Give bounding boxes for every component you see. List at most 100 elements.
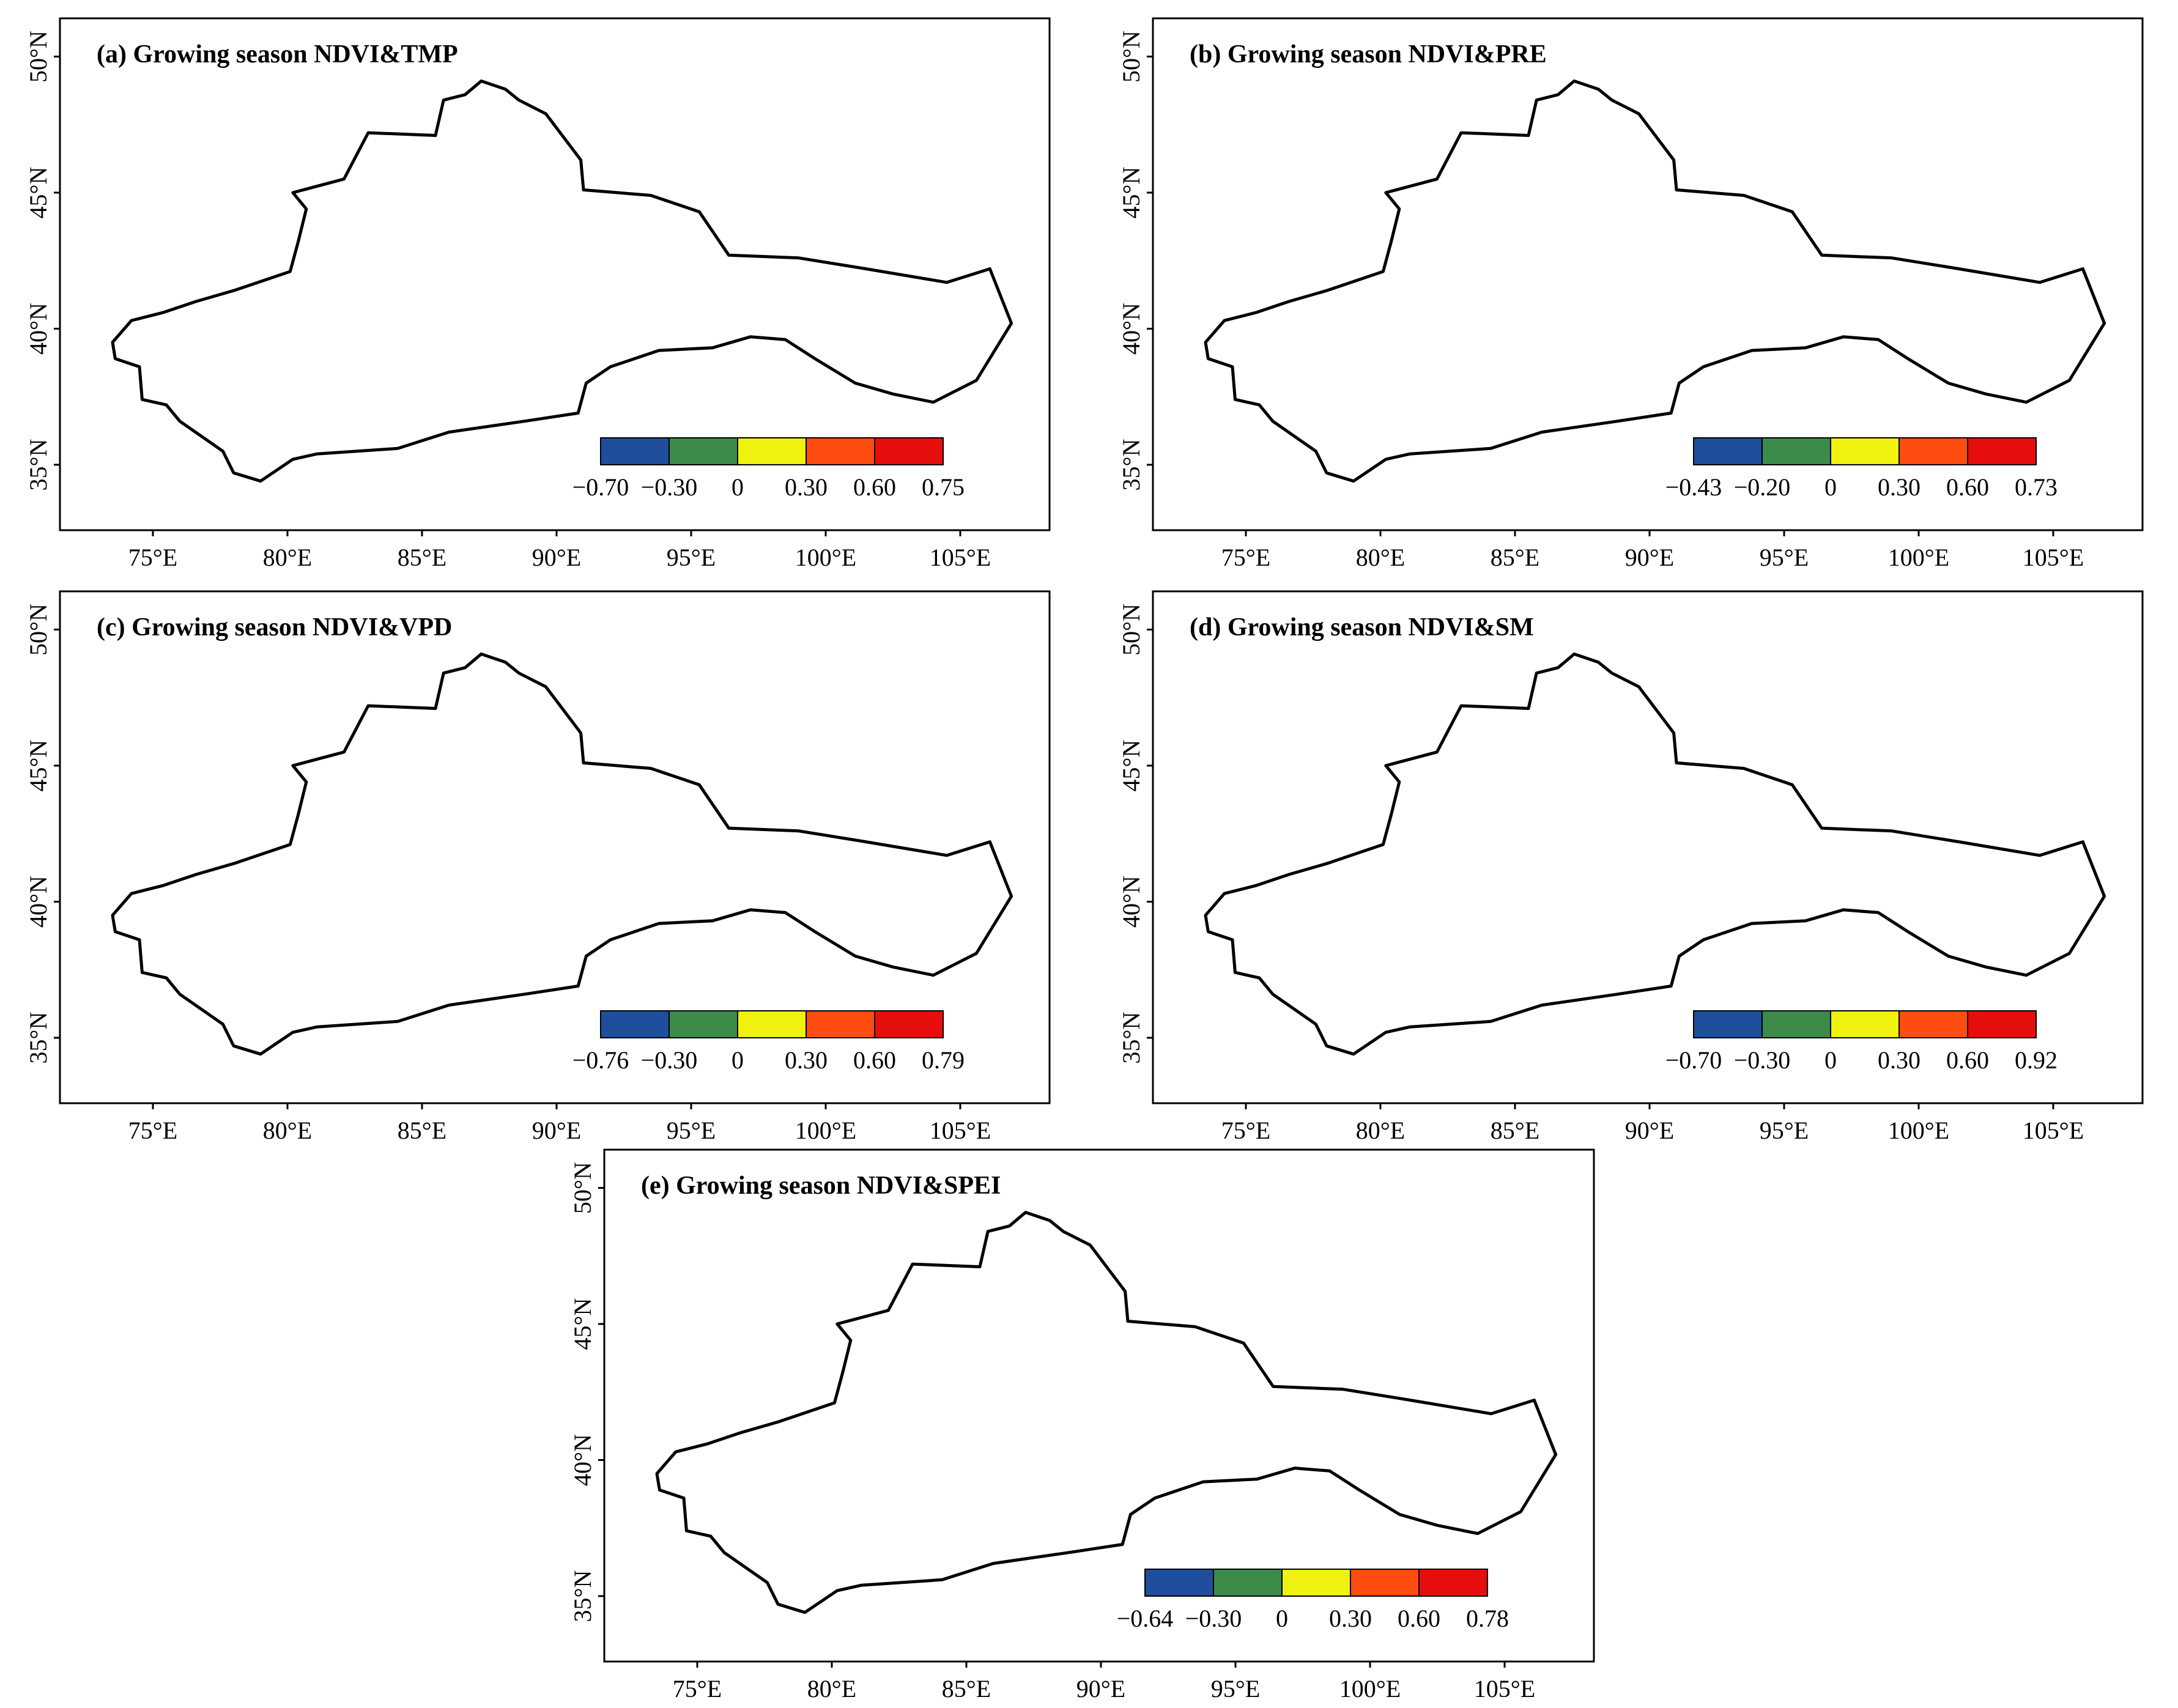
colorbar-swatch	[600, 437, 670, 465]
lon-tick-label: 100°E	[795, 544, 856, 571]
lon-tick-label: 95°E	[1211, 1675, 1260, 1702]
map-panel-c: (c) Growing season NDVI&VPD 75°E 80°E 85°E 9…	[0, 573, 1089, 1144]
colorbar-label: −0.30	[1185, 1605, 1242, 1632]
colorbar-label: 0.75	[922, 473, 965, 501]
panel-title: (a) Growing season NDVI&TMP	[97, 40, 458, 68]
map-svg: (d) Growing season NDVI&SM 75°E 80°E 85°E 90…	[1117, 590, 2144, 1144]
colorbar-swatch	[737, 1010, 807, 1038]
lon-tick-label: 85°E	[398, 544, 446, 571]
lon-tick-label: 95°E	[1760, 544, 1809, 571]
panel-title: (d) Growing season NDVI&SM	[1190, 613, 1534, 641]
map-svg: (a) Growing season NDVI&TMP 75°E 80°E 85°E 9…	[24, 17, 1051, 571]
colorbar-swatch	[1898, 437, 1968, 465]
colorbar-swatch	[874, 437, 944, 465]
lon-tick-label: 75°E	[1221, 1117, 1270, 1144]
colorbar-swatch	[737, 437, 807, 465]
lat-tick-label: 45°N	[1117, 167, 1145, 219]
colorbar-label: 0.92	[2015, 1046, 2058, 1074]
colorbar-label: −0.70	[572, 473, 629, 501]
lon-tick-label: 75°E	[128, 544, 177, 571]
colorbar-label: 0.60	[853, 1046, 896, 1074]
lat-tick-label: 50°N	[1117, 31, 1145, 83]
lat-tick-label: 35°N	[1117, 1012, 1145, 1064]
lon-tick-label: 85°E	[1491, 544, 1539, 571]
colorbar-swatch	[1830, 1010, 1900, 1038]
colorbar-label: 0	[732, 1046, 744, 1074]
colorbar-label: 0.79	[922, 1046, 965, 1074]
lon-tick-label: 95°E	[667, 544, 716, 571]
lat-tick-label: 35°N	[569, 1570, 596, 1622]
lat-tick-label: 50°N	[24, 604, 52, 656]
colorbar-label: −0.20	[1734, 473, 1791, 501]
lon-tick-label: 85°E	[942, 1675, 991, 1702]
colorbar-label: 0.60	[1946, 473, 1989, 501]
colorbar-swatch	[1418, 1569, 1488, 1597]
colorbar-swatch	[1898, 1010, 1968, 1038]
colorbar-label: 0.73	[2015, 473, 2058, 501]
colorbar-swatch	[1693, 1010, 1763, 1038]
map-svg: (e) Growing season NDVI&SPEI 75°E 80°E 85°E…	[569, 1148, 1595, 1702]
colorbar-label: 0.30	[1878, 473, 1921, 501]
colorbar-label: −0.70	[1665, 1046, 1722, 1074]
lon-tick-label: 90°E	[1625, 544, 1674, 571]
colorbar-swatch	[1830, 437, 1900, 465]
lon-tick-label: 105°E	[2023, 544, 2084, 571]
colorbar-label: 0.60	[1398, 1605, 1440, 1632]
lon-tick-label: 105°E	[930, 544, 991, 571]
colorbar-swatch	[1350, 1569, 1420, 1597]
map-panel-a: (a) Growing season NDVI&TMP 75°E 80°E 85°E 9…	[0, 0, 1089, 571]
lon-tick-label: 100°E	[1888, 544, 1949, 571]
colorbar-label: 0.78	[1466, 1605, 1509, 1632]
lon-tick-label: 105°E	[1474, 1675, 1535, 1702]
lon-tick-label: 90°E	[532, 1117, 581, 1144]
lon-tick-label: 75°E	[1221, 544, 1270, 571]
lat-tick-label: 45°N	[1117, 740, 1145, 792]
colorbar-label: 0.30	[1878, 1046, 1921, 1074]
colorbar-label: −0.30	[641, 473, 698, 501]
colorbar-label: −0.43	[1665, 473, 1722, 501]
colorbar-label: −0.30	[1734, 1046, 1791, 1074]
colorbar-swatch	[1967, 437, 2037, 465]
colorbar-label: 0	[1276, 1605, 1288, 1632]
lat-tick-label: 50°N	[24, 31, 52, 83]
colorbar-label: −0.64	[1117, 1605, 1174, 1632]
colorbar-label: 0	[1824, 473, 1837, 501]
colorbar-swatch	[806, 1010, 875, 1038]
colorbar-swatch	[1281, 1569, 1351, 1597]
lat-tick-label: 40°N	[1117, 303, 1145, 355]
lat-tick-label: 35°N	[24, 439, 52, 491]
colorbar-swatch	[874, 1010, 944, 1038]
lon-tick-label: 95°E	[667, 1117, 716, 1144]
lon-tick-label: 85°E	[398, 1117, 446, 1144]
lon-tick-label: 100°E	[1888, 1117, 1949, 1144]
lon-tick-label: 80°E	[1356, 544, 1405, 571]
lon-tick-label: 80°E	[1356, 1117, 1405, 1144]
lat-tick-label: 40°N	[1117, 876, 1145, 928]
lat-tick-label: 50°N	[569, 1162, 596, 1214]
panel-title: (b) Growing season NDVI&PRE	[1190, 40, 1547, 68]
colorbar-swatch	[1693, 437, 1763, 465]
region-boundary	[1204, 653, 2106, 1056]
colorbar-swatch	[1761, 437, 1831, 465]
region-boundary	[111, 653, 1013, 1056]
colorbar-swatch	[669, 437, 738, 465]
colorbar-swatch	[1761, 1010, 1831, 1038]
map-panel-d: (d) Growing season NDVI&SM 75°E 80°E 85°E 90…	[1093, 573, 2178, 1144]
lat-tick-label: 35°N	[1117, 439, 1145, 491]
colorbar-swatch	[1213, 1569, 1283, 1597]
lon-tick-label: 90°E	[1625, 1117, 1674, 1144]
colorbar-swatch	[600, 1010, 670, 1038]
lon-tick-label: 80°E	[807, 1675, 856, 1702]
lat-tick-label: 45°N	[569, 1298, 596, 1350]
lon-tick-label: 90°E	[532, 544, 581, 571]
lat-tick-label: 40°N	[569, 1434, 596, 1486]
lat-tick-label: 45°N	[24, 740, 52, 792]
lat-tick-label: 40°N	[24, 876, 52, 928]
lon-tick-label: 95°E	[1760, 1117, 1809, 1144]
lat-tick-label: 40°N	[24, 303, 52, 355]
lon-tick-label: 80°E	[263, 544, 312, 571]
colorbar-label: 0.30	[785, 473, 828, 501]
colorbar-label: 0	[1824, 1046, 1837, 1074]
colorbar-swatch	[1967, 1010, 2037, 1038]
panel-title: (c) Growing season NDVI&VPD	[97, 613, 452, 641]
